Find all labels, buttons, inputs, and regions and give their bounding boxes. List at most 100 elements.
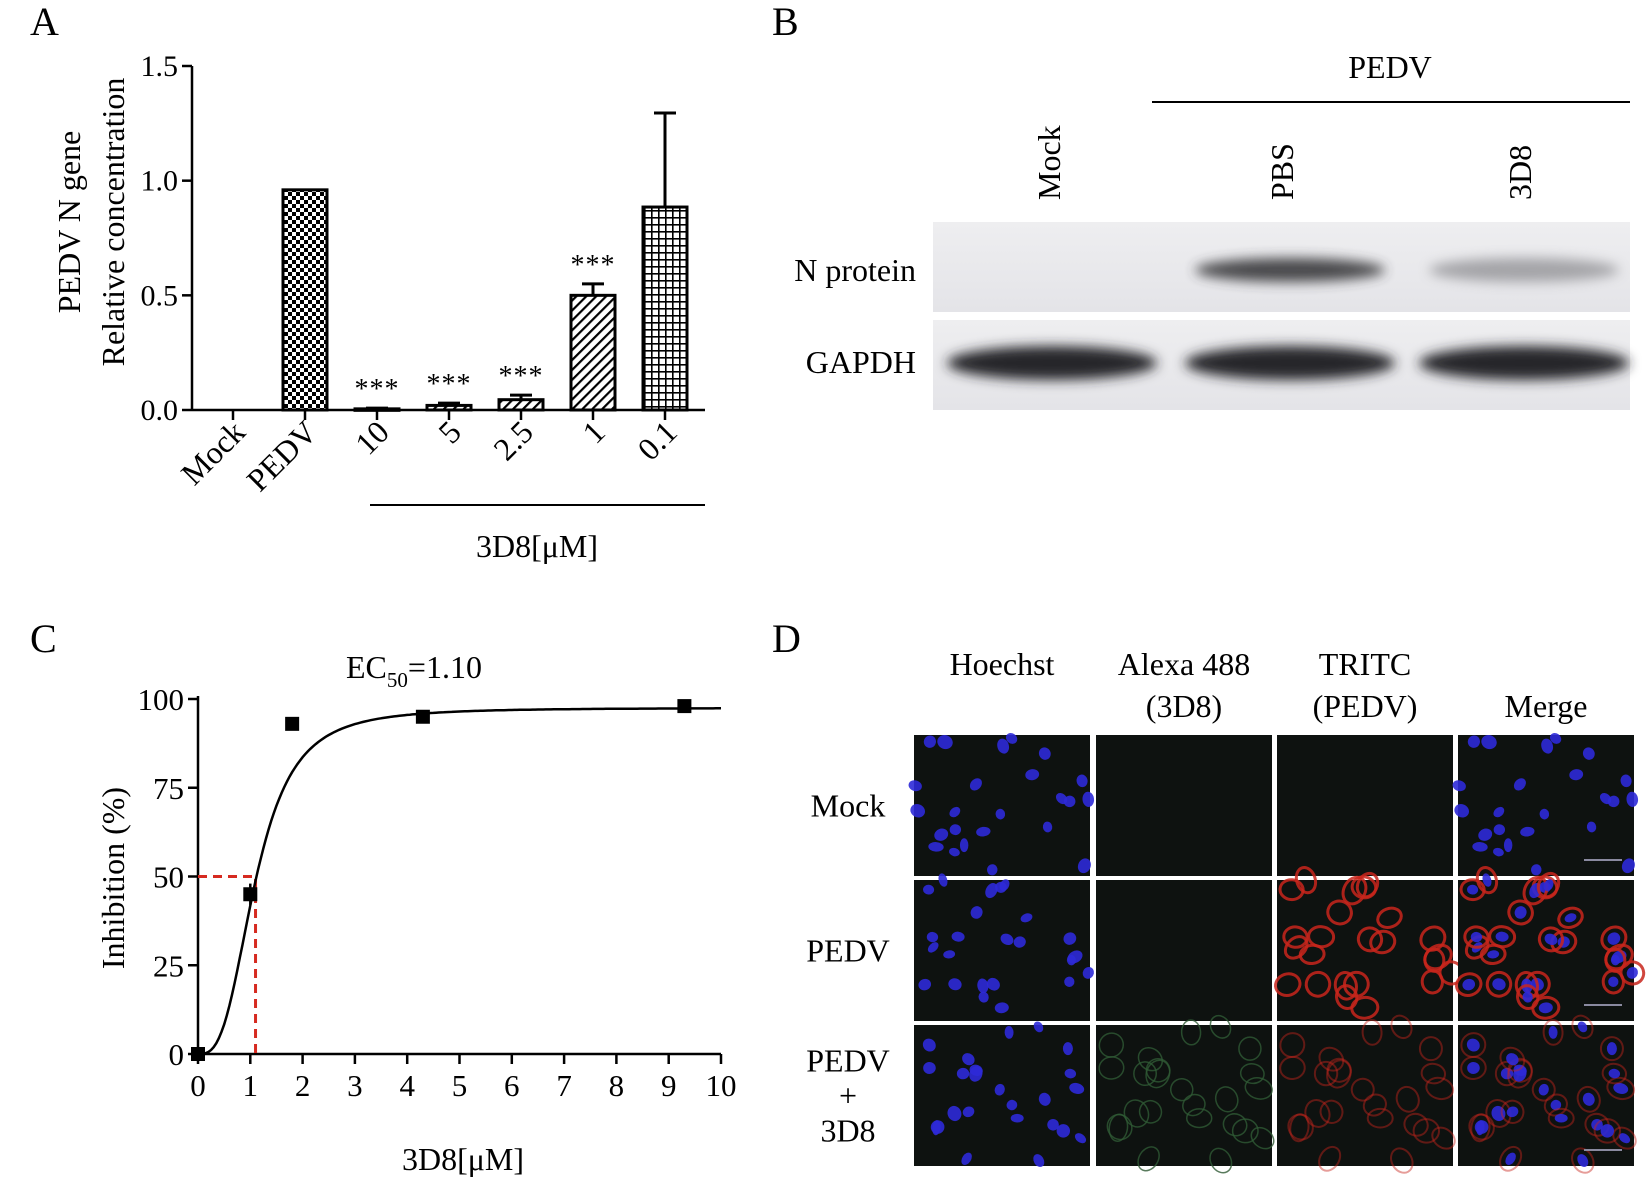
- red-cell: [1318, 1145, 1342, 1172]
- blue-nucleus: [956, 1067, 970, 1080]
- blue-nucleus: [1466, 1038, 1480, 1052]
- blue-nucleus: [1487, 950, 1500, 959]
- blue-nucleus: [1069, 1082, 1085, 1094]
- blue-nucleus: [1064, 976, 1075, 987]
- ec50-prefix: EC: [346, 649, 387, 685]
- blue-nucleus: [934, 828, 949, 841]
- blue-nucleus: [937, 735, 953, 750]
- red-cell: [1287, 1113, 1314, 1141]
- blue-nucleus: [923, 1061, 936, 1074]
- blue-nucleus: [1470, 931, 1483, 943]
- fluorescence-image: [1096, 1014, 1275, 1174]
- blue-nucleus: [1569, 769, 1584, 781]
- panel-a-category-label: 10: [348, 413, 396, 461]
- blue-nucleus: [943, 950, 956, 959]
- blue-nucleus: [1033, 1021, 1044, 1033]
- red-cell: [1604, 947, 1627, 973]
- panel-c-ytick-label: 25: [153, 948, 184, 983]
- panel-a-bar: [497, 398, 545, 412]
- panel-c-xtick-label: 2: [295, 1068, 311, 1103]
- n-protein-band: [1429, 258, 1619, 282]
- red-cell: [1507, 1057, 1533, 1083]
- blue-nucleus: [994, 1002, 1009, 1014]
- panel-c-data-point: [243, 887, 258, 902]
- panel-c-xtick-label: 7: [556, 1068, 572, 1103]
- blue-nucleus: [1541, 738, 1554, 754]
- blue-nucleus: [1539, 808, 1550, 820]
- blue-nucleus: [1621, 858, 1635, 874]
- panel-a-bar: [569, 293, 617, 412]
- red-cell: [1507, 1059, 1533, 1089]
- blue-nucleus: [1586, 821, 1597, 833]
- image-tile: [1458, 735, 1634, 876]
- blue-nucleus: [1493, 847, 1504, 857]
- blue-nucleus: [1062, 1042, 1073, 1056]
- fluorescence-image: [1096, 735, 1272, 876]
- panel-c-data-point: [191, 1047, 205, 1061]
- n-protein-band: [1195, 258, 1385, 282]
- red-cell: [1350, 1077, 1375, 1102]
- image-tile: [1096, 1025, 1272, 1166]
- blue-nucleus: [1467, 735, 1480, 748]
- blue-nucleus: [1077, 858, 1091, 874]
- blue-nucleus: [1582, 747, 1595, 760]
- red-cell: [1333, 971, 1358, 1001]
- blue-nucleus: [1491, 1105, 1506, 1122]
- red-cell: [1571, 1014, 1594, 1040]
- fluorescence-image: [914, 1021, 1090, 1167]
- blue-nucleus: [997, 738, 1010, 754]
- image-tile: [1277, 1025, 1453, 1166]
- red-cell: [1499, 1145, 1523, 1172]
- red-cell: [1455, 972, 1483, 997]
- blue-nucleus: [961, 1152, 972, 1165]
- blue-nucleus: [1005, 732, 1018, 744]
- red-cell: [1463, 925, 1490, 949]
- ec50-subscript: 50: [387, 668, 408, 692]
- blue-nucleus: [1047, 1119, 1059, 1131]
- fluorescence-image: [1455, 865, 1646, 1021]
- red-cell: [1459, 878, 1486, 902]
- blue-nucleus: [1505, 1152, 1516, 1165]
- blue-nucleus: [985, 883, 998, 899]
- red-cell: [1531, 1077, 1556, 1102]
- blue-nucleus: [1506, 1106, 1519, 1118]
- panel-c-xlabel: 3D8[μM]: [402, 1141, 524, 1177]
- blue-nucleus: [1082, 791, 1095, 807]
- column-header-line2: Merge: [1505, 688, 1588, 724]
- blue-nucleus: [1613, 1082, 1629, 1094]
- red-cell: [1601, 1062, 1628, 1085]
- panel-a-significance: ***: [355, 374, 400, 405]
- blue-nucleus: [1577, 1021, 1588, 1033]
- red-cell: [1279, 1055, 1306, 1080]
- panel-c-ylabel: Inhibition (%): [95, 787, 131, 969]
- blue-nucleus: [978, 991, 989, 1003]
- blue-nucleus: [995, 808, 1006, 820]
- image-tile: [1096, 880, 1272, 1021]
- panel-a-bars: *** *** *** ***: [231, 111, 689, 420]
- blue-nucleus: [1493, 824, 1506, 836]
- column-header-line1: Hoechst: [950, 646, 1055, 682]
- blue-nucleus: [1033, 1154, 1045, 1167]
- blue-nucleus: [908, 780, 922, 792]
- blue-nucleus: [1452, 780, 1466, 792]
- red-cell: [1460, 1032, 1487, 1058]
- red-cell: [1334, 984, 1359, 1011]
- red-cell: [1576, 1085, 1601, 1113]
- red-cell: [1470, 1113, 1491, 1143]
- blue-nucleus: [976, 826, 991, 837]
- fluorescence-image: [1458, 1014, 1637, 1174]
- red-cell: [1326, 1059, 1352, 1089]
- red-cell: [1326, 899, 1353, 926]
- blue-nucleus: [927, 942, 939, 953]
- blue-nucleus: [1513, 778, 1526, 791]
- fluorescence-image: [1277, 735, 1453, 876]
- red-cell: [1468, 1113, 1495, 1141]
- green-cell: [1098, 1032, 1125, 1058]
- panel-c-xtick-label: 4: [399, 1068, 415, 1103]
- green-cell: [1250, 1126, 1275, 1150]
- blue-nucleus: [1467, 884, 1479, 895]
- red-cell: [1537, 926, 1565, 953]
- panel-c-xtick-label: 9: [661, 1068, 677, 1103]
- red-cell: [1403, 1112, 1429, 1137]
- blue-nucleus: [1599, 792, 1612, 805]
